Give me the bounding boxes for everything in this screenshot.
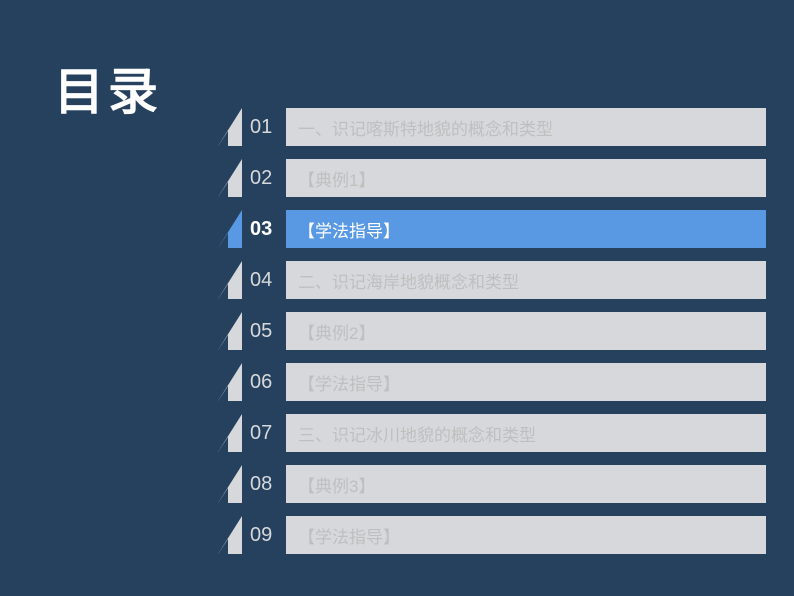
triangle-icon — [218, 210, 242, 248]
toc-item[interactable]: 04 二、识记海岸地貌概念和类型 — [218, 261, 766, 299]
toc-item[interactable]: 05 【典例2】 — [218, 312, 766, 350]
triangle-icon — [218, 261, 242, 299]
toc-label: 【学法指导】 — [286, 516, 766, 554]
toc-number: 02 — [250, 167, 286, 190]
toc-number: 05 — [250, 320, 286, 343]
triangle-icon — [218, 516, 242, 554]
toc-label: 【学法指导】 — [286, 210, 766, 248]
toc-item[interactable]: 09 【学法指导】 — [218, 516, 766, 554]
toc-number: 04 — [250, 269, 286, 292]
triangle-icon — [218, 108, 242, 146]
triangle-icon — [218, 159, 242, 197]
triangle-icon — [218, 465, 242, 503]
toc-label: 【典例2】 — [286, 312, 766, 350]
toc-label: 【典例1】 — [286, 159, 766, 197]
page-title: 目录 — [54, 52, 162, 124]
triangle-icon — [218, 363, 242, 401]
toc-item[interactable]: 02 【典例1】 — [218, 159, 766, 197]
toc-number: 07 — [250, 422, 286, 445]
toc-number: 06 — [250, 371, 286, 394]
toc-number: 09 — [250, 524, 286, 547]
toc-number: 08 — [250, 473, 286, 496]
triangle-icon — [218, 414, 242, 452]
toc-label: 【学法指导】 — [286, 363, 766, 401]
toc-item[interactable]: 03 【学法指导】 — [218, 210, 766, 248]
triangle-icon — [218, 312, 242, 350]
toc-label: 【典例3】 — [286, 465, 766, 503]
toc-number: 03 — [250, 218, 286, 241]
toc-item[interactable]: 06 【学法指导】 — [218, 363, 766, 401]
toc-item[interactable]: 01 一、识记喀斯特地貌的概念和类型 — [218, 108, 766, 146]
toc-label: 一、识记喀斯特地貌的概念和类型 — [286, 108, 766, 146]
toc-label: 三、识记冰川地貌的概念和类型 — [286, 414, 766, 452]
toc-item[interactable]: 07 三、识记冰川地貌的概念和类型 — [218, 414, 766, 452]
toc-item[interactable]: 08 【典例3】 — [218, 465, 766, 503]
toc-number: 01 — [250, 116, 286, 139]
toc-list: 01 一、识记喀斯特地貌的概念和类型 02 【典例1】 03 【学法指导】 04… — [218, 108, 766, 567]
toc-label: 二、识记海岸地貌概念和类型 — [286, 261, 766, 299]
